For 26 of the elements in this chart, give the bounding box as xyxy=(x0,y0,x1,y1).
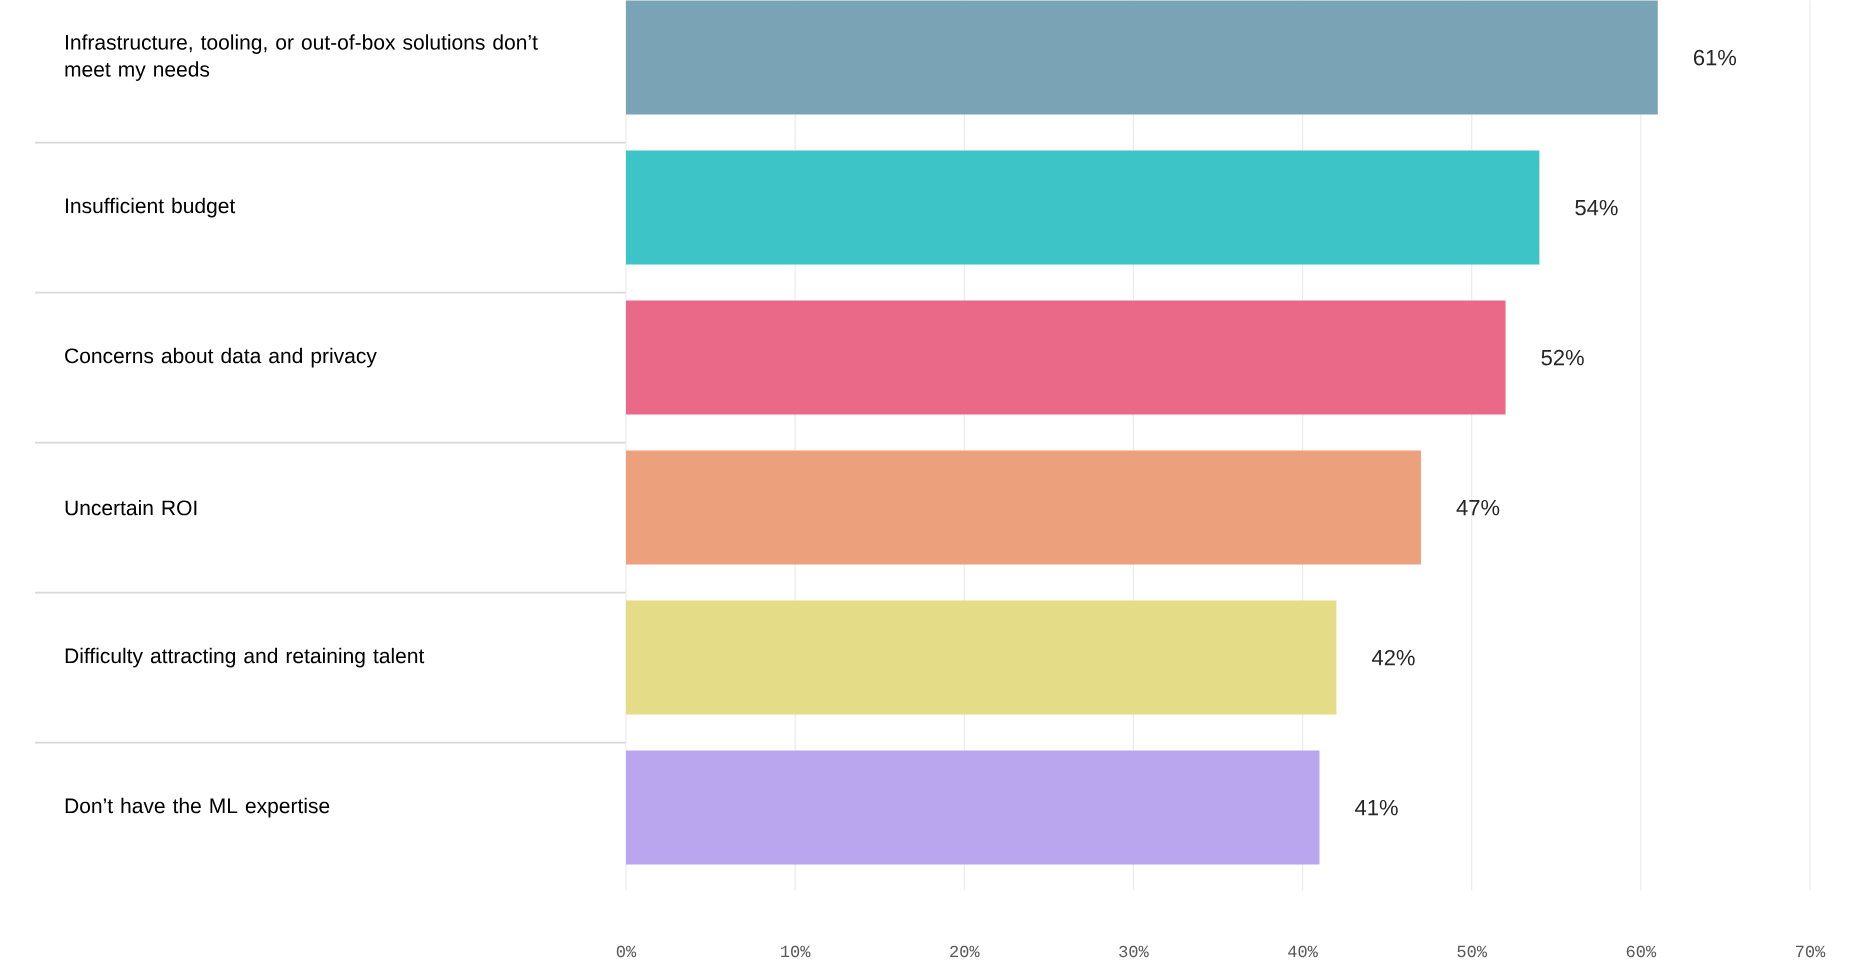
y-tick-label: Insufficient budget xyxy=(66,198,236,218)
x-tick-label: 50% xyxy=(1457,945,1488,958)
data-label: 42% xyxy=(1371,650,1415,666)
data-label: 61% xyxy=(1693,50,1737,66)
bar xyxy=(626,750,1320,865)
y-tick-label: Uncertain ROI xyxy=(65,500,197,516)
y-tick-label: Concerns about data and privacy xyxy=(65,348,377,368)
bar xyxy=(626,0,1658,115)
bar xyxy=(626,300,1506,415)
y-tick-label: Infrastructure, tooling, or out-of-box solutions don’t meet my needs xyxy=(65,34,538,82)
y-tick-label: Difficulty attracting and retaining talent xyxy=(65,648,425,668)
y-tick-label: Don’t have the ML expertise xyxy=(65,798,330,818)
x-tick-label: 30% xyxy=(1119,945,1149,958)
bar xyxy=(626,600,1337,715)
bar xyxy=(626,450,1421,565)
x-tick-label: 0% xyxy=(616,945,637,958)
data-label: 54% xyxy=(1575,200,1618,216)
data-label: 52% xyxy=(1541,350,1584,366)
bar xyxy=(626,150,1540,265)
x-tick-label: 20% xyxy=(950,945,980,958)
x-tick-label: 60% xyxy=(1626,945,1657,958)
x-tick-label: 10% xyxy=(781,945,811,958)
x-tick-label: 40% xyxy=(1288,945,1318,958)
data-label: 41% xyxy=(1355,800,1398,816)
data-label: 47% xyxy=(1456,500,1500,516)
x-tick-label: 70% xyxy=(1796,945,1826,958)
